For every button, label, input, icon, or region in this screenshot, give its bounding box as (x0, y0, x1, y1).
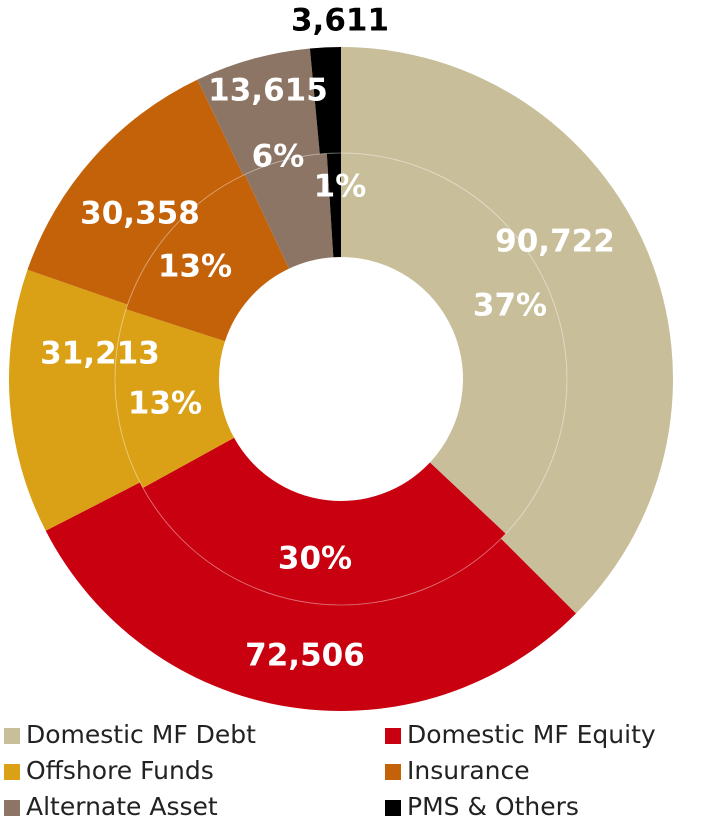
outer-slice (309, 47, 341, 154)
inner-slice (341, 153, 567, 534)
inner-slice (126, 174, 290, 342)
outer-slice (27, 79, 244, 305)
legend-swatch (4, 800, 20, 816)
percentage-label: 13% (128, 386, 202, 422)
outer-slice (197, 48, 320, 176)
legend-label: Offshore Funds (26, 756, 214, 785)
outer-slice (8, 269, 141, 531)
legend-label: Domestic MF Debt (26, 720, 256, 749)
legend-swatch (4, 728, 20, 744)
percentage-label: 6% (252, 139, 305, 175)
value-label: 90,722 (495, 224, 615, 260)
legend-label: Insurance (407, 756, 530, 785)
legend-swatch (385, 800, 401, 816)
value-label: 72,506 (245, 638, 365, 674)
value-label: 3,611 (291, 3, 389, 39)
percentage-label: 30% (278, 541, 352, 577)
value-label: 31,213 (40, 336, 160, 372)
ring-divider (114, 152, 568, 606)
legend-label: PMS & Others (407, 792, 579, 821)
legend-label: Domestic MF Equity (407, 720, 656, 749)
inner-slice (115, 309, 235, 488)
value-label: 30,358 (80, 196, 200, 232)
outer-slice (45, 482, 576, 712)
value-label: 13,615 (208, 73, 328, 109)
legend-swatch (4, 764, 20, 780)
inner-slice (326, 153, 341, 258)
legend-swatch (385, 764, 401, 780)
percentage-label: 37% (473, 288, 547, 324)
percentage-label: 13% (158, 249, 232, 285)
percentage-label: 1% (314, 169, 367, 205)
legend-swatch (385, 728, 401, 744)
inner-slice (244, 153, 334, 269)
inner-slice (142, 437, 506, 605)
legend-label: Alternate Asset (26, 792, 218, 821)
outer-slice (341, 47, 673, 614)
